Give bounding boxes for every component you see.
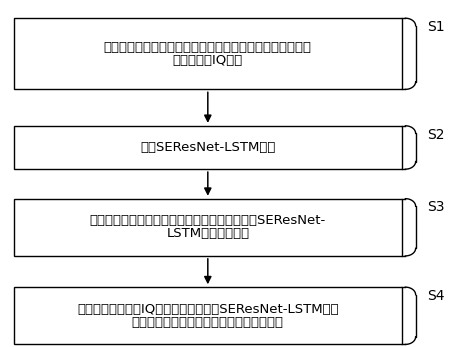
Text: LSTM网络进行训练: LSTM网络进行训练 <box>166 227 249 240</box>
Text: 对待识别的原始通信信号数据集进行信号预处理，获得待识: 对待识别的原始通信信号数据集进行信号预处理，获得待识 <box>104 41 312 54</box>
Text: 构建训练数据集，并利用所述训练数据集对所述SEResNet-: 构建训练数据集，并利用所述训练数据集对所述SEResNet- <box>90 214 326 227</box>
Text: 模型中，获得原始通信信号的调制方式类型: 模型中，获得原始通信信号的调制方式类型 <box>132 316 284 329</box>
Text: S3: S3 <box>427 201 445 214</box>
Bar <box>14 126 402 169</box>
Text: S4: S4 <box>427 289 445 303</box>
Text: S1: S1 <box>427 20 445 34</box>
Text: 将待识别的辐射源IQ数据输入经训练的SEResNet-LSTM网络: 将待识别的辐射源IQ数据输入经训练的SEResNet-LSTM网络 <box>77 303 339 316</box>
Text: 别的辐射源IQ数据: 别的辐射源IQ数据 <box>173 54 243 67</box>
Bar <box>14 18 402 90</box>
Text: 构建SEResNet-LSTM网络: 构建SEResNet-LSTM网络 <box>140 141 276 154</box>
Bar <box>14 287 402 344</box>
Text: S2: S2 <box>427 128 445 142</box>
Bar <box>14 198 402 256</box>
